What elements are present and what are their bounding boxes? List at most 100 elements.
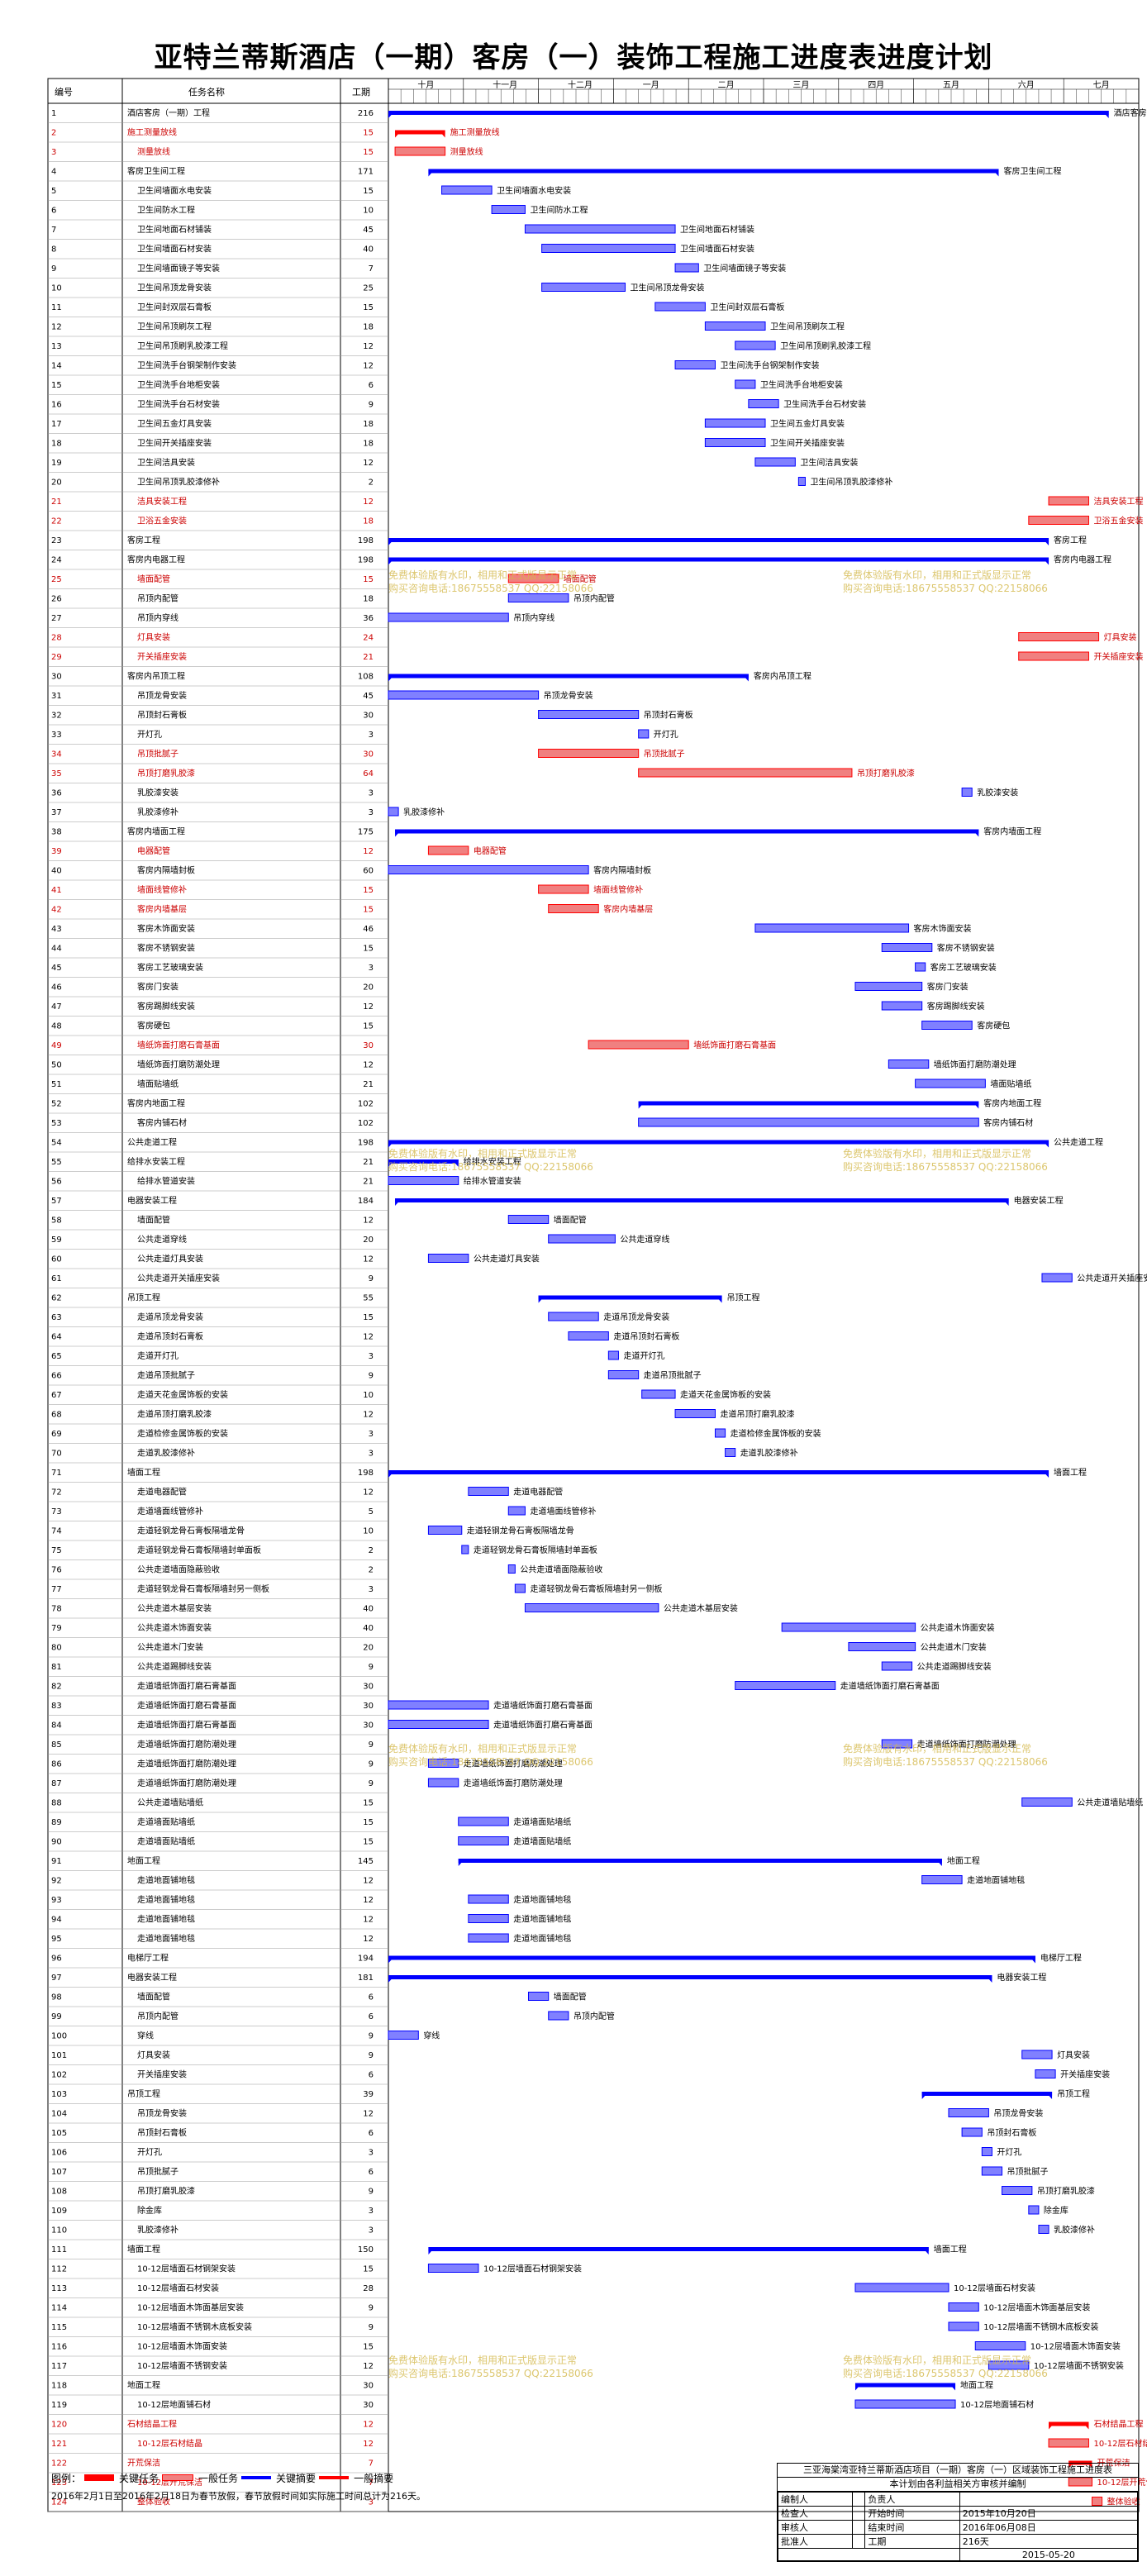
task-duration: 9 (369, 1779, 374, 1788)
summary-cap (1028, 1955, 1035, 1964)
task-name: 走道检修金属饰板的安装 (137, 1428, 228, 1439)
watermark-line: 购买咨询电话:18675558537 QQ:22158066 (843, 582, 1048, 594)
task-bar (1002, 2186, 1033, 2195)
task-bar (1018, 651, 1089, 661)
summary-cap (972, 829, 979, 837)
summary-bar (388, 557, 1049, 562)
task-bar (735, 1681, 836, 1690)
month-label: 四月 (868, 80, 884, 90)
task-bar (641, 1389, 676, 1399)
task-duration: 15 (363, 2343, 374, 2352)
task-name: 施工测量放线 (127, 127, 177, 138)
task-id: 67 (51, 1391, 62, 1400)
task-bar (725, 1448, 736, 1457)
task-id: 46 (51, 983, 62, 993)
task-bar (704, 321, 766, 331)
header-id: 编号 (55, 86, 73, 98)
task-name: 卫生间洗手台地柜安装 (137, 379, 220, 390)
summary-cap (1042, 1470, 1049, 1478)
task-bar-label: 走道吊顶龙骨安装 (603, 1312, 669, 1322)
task-name: 吊顶龙骨安装 (137, 2108, 187, 2119)
task-name: 公共走道木基层安装 (137, 1603, 212, 1614)
task-id: 122 (51, 2459, 67, 2469)
task-name: 吊顶内配管 (137, 2011, 178, 2021)
summary-bar (395, 1198, 1009, 1202)
task-duration: 15 (363, 1022, 374, 1031)
task-duration: 21 (363, 1158, 374, 1167)
task-name: 卫生间吊顶刷灰工程 (137, 321, 212, 332)
summary-cap (949, 2383, 956, 2391)
task-bar (674, 1409, 716, 1418)
task-id: 47 (51, 1002, 62, 1012)
summary-bar (388, 1159, 459, 1164)
task-id: 48 (51, 1022, 62, 1031)
task-bar-label: 卫生间洁具安装 (800, 457, 858, 468)
task-duration: 102 (358, 1100, 374, 1109)
task-duration: 3 (369, 731, 374, 740)
task-bar (1035, 2069, 1056, 2078)
task-bar-label: 给排水管道安装 (464, 1176, 521, 1187)
task-id: 68 (51, 1411, 62, 1420)
summary-cap (388, 1975, 395, 1983)
task-duration: 15 (363, 945, 374, 954)
task-name: 墙纸饰面打磨防潮处理 (137, 1059, 220, 1070)
task-duration: 3 (369, 1450, 374, 1459)
task-duration: 9 (369, 2032, 374, 2041)
task-id: 103 (51, 2090, 67, 2099)
task-id: 124 (51, 2498, 67, 2507)
task-bar (854, 2399, 956, 2409)
task-bar-label: 墙面贴墙纸 (990, 1078, 1031, 1089)
task-bar (507, 593, 569, 602)
task-duration: 9 (369, 1663, 374, 1672)
task-bar (507, 1215, 550, 1224)
task-name: 卫生间五金灯具安装 (137, 418, 212, 429)
task-duration: 6 (369, 2168, 374, 2177)
approval-key: 结束时间 (864, 2520, 960, 2535)
task-name: 走道地面铺地毯 (137, 1914, 195, 1925)
approval-date: 2015-05-20 (959, 2548, 1139, 2561)
approval-key: 批准人 (778, 2534, 853, 2549)
task-bar (881, 1661, 913, 1671)
task-id: 28 (51, 634, 62, 643)
task-duration: 15 (363, 303, 374, 312)
task-name: 开灯孔 (137, 2148, 162, 2158)
task-bar-label: 地面工程 (947, 1855, 980, 1866)
task-bar-label: 吊顶批腻子 (1007, 2166, 1049, 2177)
task-id: 112 (51, 2265, 67, 2274)
task-bar (915, 1078, 986, 1088)
task-duration: 9 (369, 2304, 374, 2313)
task-duration: 24 (363, 634, 374, 643)
task-name: 走道地面铺地毯 (137, 1894, 195, 1905)
task-id: 102 (51, 2071, 67, 2080)
task-bar-label: 客房内墙面工程 (983, 826, 1041, 837)
task-bar (881, 943, 933, 952)
task-name: 走道地面铺地毯 (137, 1933, 195, 1944)
task-bar-label: 卫生间吊顶刷乳胶漆工程 (780, 340, 871, 351)
approval-value: 216天 (959, 2534, 1139, 2549)
task-name: 电器配管 (137, 845, 170, 856)
task-bar-label: 走道天花金属饰板的安装 (680, 1389, 771, 1400)
task-id: 91 (51, 1857, 62, 1866)
task-bar (1028, 516, 1089, 525)
task-name: 走道墙纸饰面打磨石膏基面 (137, 1700, 236, 1711)
task-id: 38 (51, 828, 62, 837)
task-duration: 30 (363, 1683, 374, 1692)
task-bar (854, 982, 923, 991)
task-name: 公共走道开关插座安装 (137, 1273, 220, 1283)
task-name: 电器安装工程 (127, 1195, 177, 1206)
month-label: 七月 (1093, 80, 1110, 90)
task-id: 34 (51, 750, 62, 759)
task-bar-label: 走道轻钢龙骨石膏板隔墙封单面板 (474, 1545, 597, 1555)
task-bar (507, 1506, 526, 1516)
task-duration: 12 (363, 1002, 374, 1012)
task-id: 100 (51, 2032, 67, 2041)
task-bar (538, 749, 640, 758)
task-name: 客房木饰面安装 (137, 923, 195, 934)
task-name: 10-12层石材结晶 (137, 2438, 202, 2449)
task-bar-label: 灯具安装 (1057, 2050, 1090, 2060)
task-bar-label: 客房内吊顶工程 (754, 671, 811, 682)
task-id: 62 (51, 1294, 62, 1303)
task-duration: 20 (363, 1644, 374, 1653)
task-duration: 3 (369, 2226, 374, 2236)
approval-key: 工期 (864, 2534, 960, 2549)
